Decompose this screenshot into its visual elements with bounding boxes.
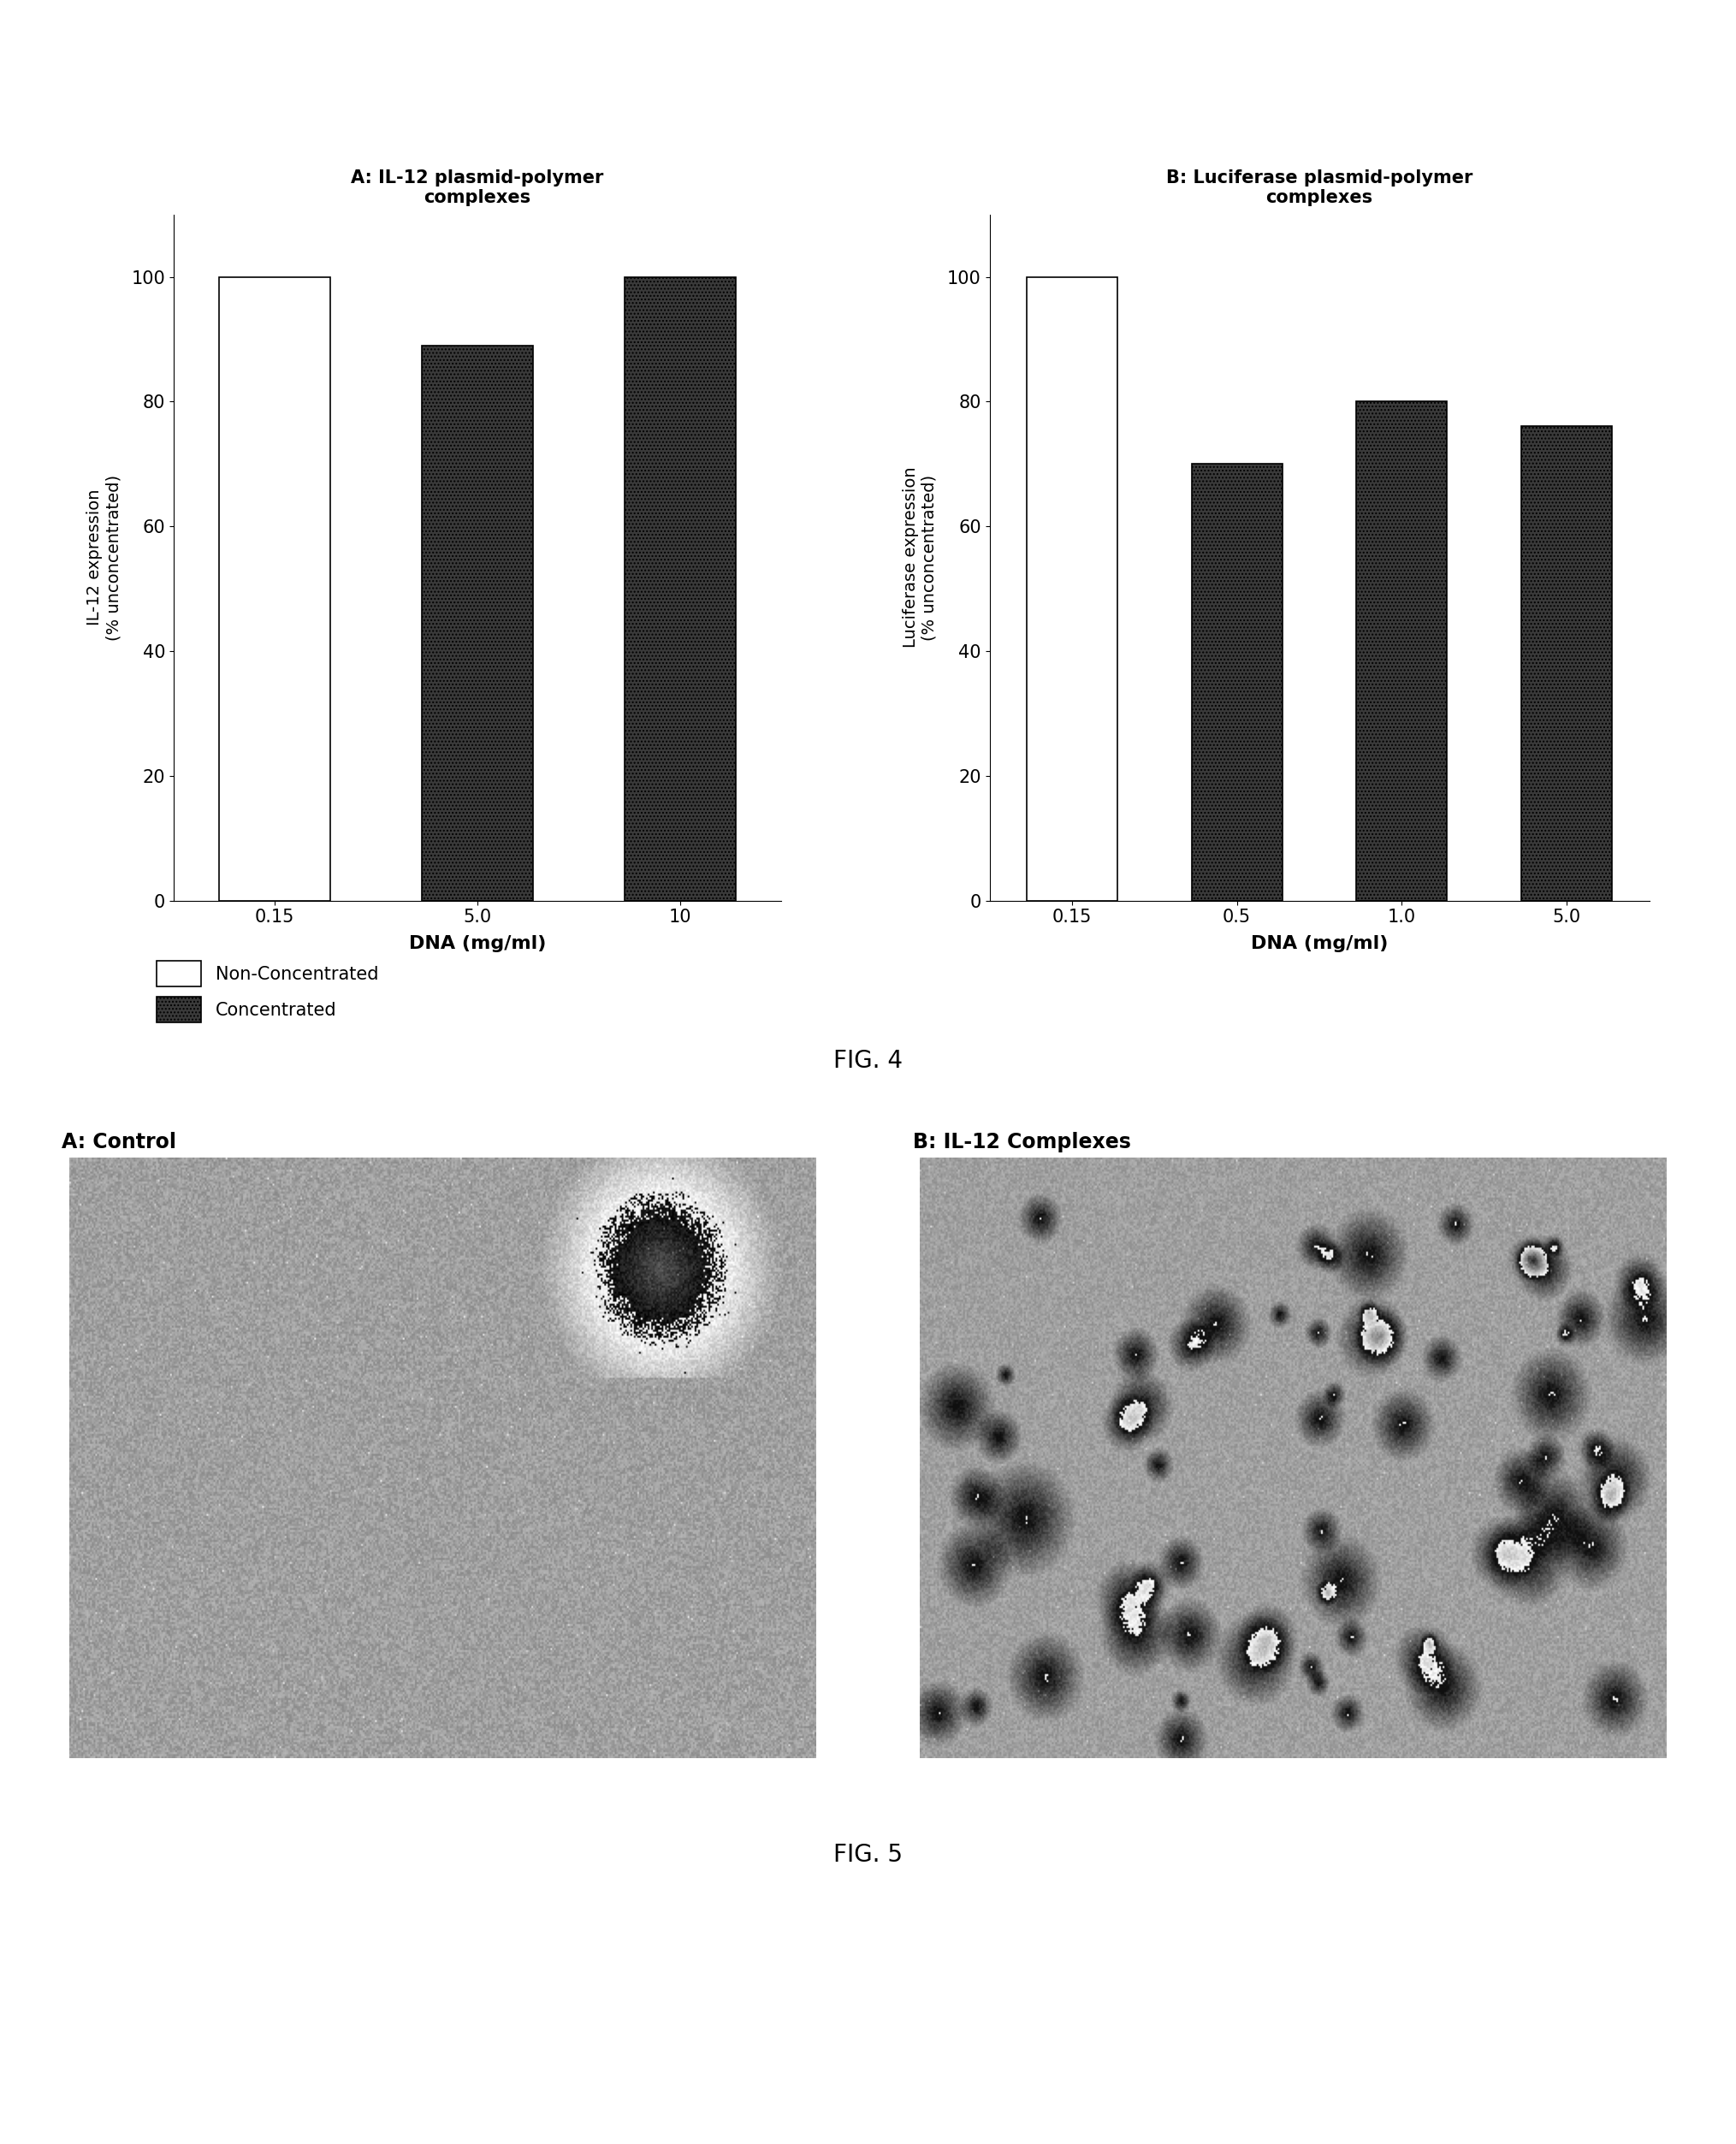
Y-axis label: Luciferase expression
(% unconcentrated): Luciferase expression (% unconcentrated) <box>903 467 937 647</box>
Bar <box>219 277 330 900</box>
Bar <box>1191 463 1283 900</box>
Legend: Non-Concentrated, Concentrated: Non-Concentrated, Concentrated <box>148 952 387 1031</box>
Text: FIG. 4: FIG. 4 <box>833 1048 903 1074</box>
Bar <box>422 345 533 900</box>
Bar <box>1026 277 1118 900</box>
Bar <box>1356 401 1448 900</box>
Y-axis label: IL-12 expression
(% unconcentrated): IL-12 expression (% unconcentrated) <box>87 474 122 641</box>
X-axis label: DNA (mg/ml): DNA (mg/ml) <box>1250 935 1389 952</box>
Text: B: IL-12 Complexes: B: IL-12 Complexes <box>913 1132 1130 1153</box>
Bar <box>625 277 736 900</box>
Text: A: Control: A: Control <box>62 1132 177 1153</box>
Title: A: IL-12 plasmid-polymer
complexes: A: IL-12 plasmid-polymer complexes <box>351 169 604 206</box>
Text: FIG. 5: FIG. 5 <box>833 1842 903 1867</box>
Title: B: Luciferase plasmid-polymer
complexes: B: Luciferase plasmid-polymer complexes <box>1167 169 1472 206</box>
Bar <box>1521 427 1613 900</box>
X-axis label: DNA (mg/ml): DNA (mg/ml) <box>408 935 547 952</box>
